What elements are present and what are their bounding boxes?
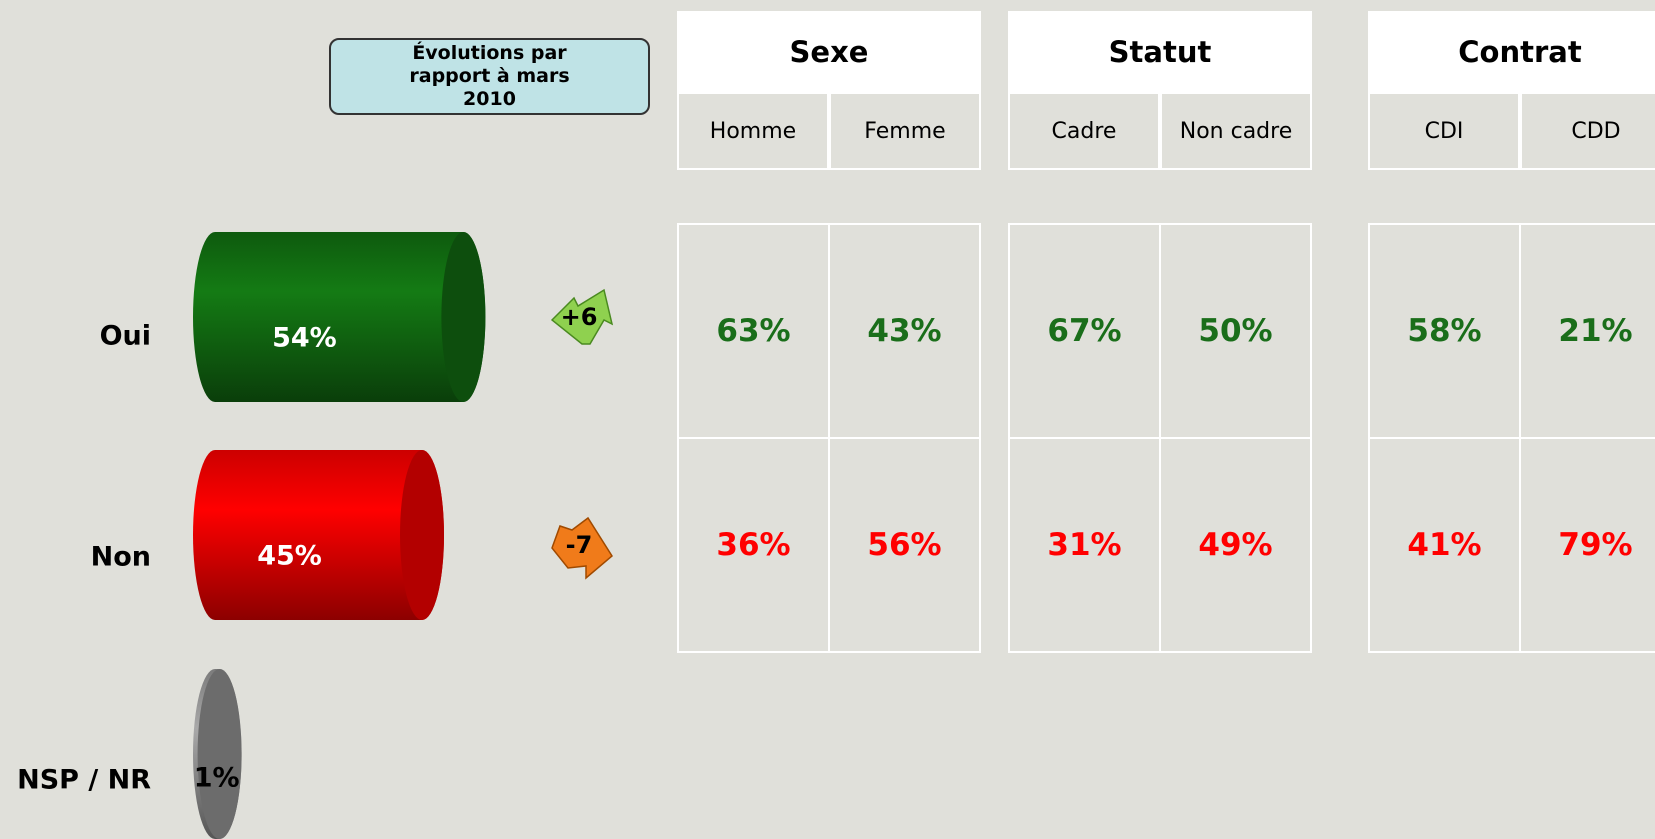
bar [193,450,444,620]
table-group-header: Statut Cadre Non cadre [1008,11,1312,170]
table-group-header: Contrat CDI CDD [1368,11,1655,170]
table-group-header: Sexe Homme Femme [677,11,981,170]
group-title: Sexe [677,11,981,92]
table-row: 41% 79% [1369,438,1655,652]
group-title: Contrat [1368,11,1655,92]
table-group-data: 67% 50% 31% 49% [1008,223,1312,653]
column-header: Cadre [1008,92,1160,170]
evolution-arrow [550,288,614,345]
category-label: NSP / NR [17,765,151,796]
bar-cap [197,669,242,839]
value-label: 54% [272,323,337,354]
bar-body [193,232,486,402]
column-headers: Homme Femme [677,92,981,170]
table-row: 63% 43% [678,224,980,438]
table-group-data: 58% 21% 41% 79% [1368,223,1655,653]
table-row: 36% 56% [678,438,980,652]
column-headers: Cadre Non cadre [1008,92,1312,170]
table-row: 31% 49% [1009,438,1311,652]
value-label: 1% [194,763,240,794]
table-cell: 36% [678,438,829,652]
evolution-label: +6 [561,303,598,331]
column-header: Non cadre [1160,92,1312,170]
bar [193,232,486,402]
group-title: Statut [1008,11,1312,92]
category-label: Non [91,542,151,573]
table-cell: 63% [678,224,829,438]
table-cell: 56% [829,438,980,652]
table-cell: 21% [1520,224,1655,438]
table-cell: 58% [1369,224,1520,438]
column-header: CDI [1368,92,1520,170]
column-header: CDD [1520,92,1655,170]
column-headers: CDI CDD [1368,92,1655,170]
table-cell: 31% [1009,438,1160,652]
evolution-label: -7 [566,531,593,559]
table-cell: 41% [1369,438,1520,652]
table-row: 67% 50% [1009,224,1311,438]
table-cell: 49% [1160,438,1311,652]
category-label: Oui [100,321,151,352]
table-cell: 67% [1009,224,1160,438]
bar-body [193,450,444,620]
table-group-data: 63% 43% 36% 56% [677,223,981,653]
table-cell: 79% [1520,438,1655,652]
table-row: 58% 21% [1369,224,1655,438]
column-header: Femme [829,92,981,170]
column-header: Homme [677,92,829,170]
bar-cap [441,232,486,402]
evolution-title: Évolutions par rapport à mars 2010 [329,38,650,115]
bar [193,669,242,839]
table-cell: 43% [829,224,980,438]
table-cell: 50% [1160,224,1311,438]
evolution-arrow [551,516,613,580]
value-label: 45% [257,541,322,572]
bar-cap [400,450,444,620]
